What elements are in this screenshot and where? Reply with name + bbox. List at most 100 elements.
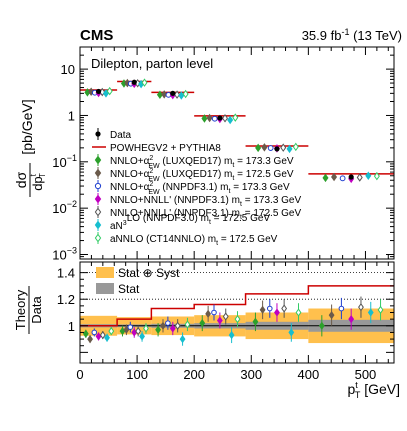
legend-theory-label: NNLO+α2 EW (NNPDF3.1) mt = 173.3 GeV (110, 181, 290, 196)
ratio-theory-marker (174, 321, 181, 330)
ratio-theory-marker (367, 308, 374, 317)
lumi-sup: -1 (341, 27, 349, 37)
legend-label-part: (LUXQED17) (160, 156, 222, 167)
theory-marker (365, 171, 372, 181)
ratio-theory-marker (266, 305, 273, 312)
tick-base: 10 (52, 155, 66, 170)
tick-base: 1 (68, 108, 75, 123)
ratio-theory-marker (104, 333, 110, 342)
theory-marker (206, 113, 213, 123)
ratio-theory-marker (199, 318, 206, 328)
ratio-theory-marker (155, 325, 162, 334)
legend-label-part: NNLO+α (110, 182, 150, 193)
ratio-theory-marker (143, 324, 149, 333)
legend-label-part: 2 (149, 181, 153, 188)
ratio-theory-marker (135, 326, 142, 336)
ratio-x-tick-label: 500 (355, 367, 377, 382)
theory-marker (356, 173, 363, 182)
ratio-theory-marker (123, 325, 130, 334)
theory-marker (261, 143, 268, 152)
data-point (170, 90, 176, 96)
tick-exponent: −3 (67, 246, 77, 256)
legend-label-part: 2 (149, 168, 153, 175)
legend-label-part: aNNLO (CT14NNLO) (110, 234, 205, 245)
ratio-theory-marker (127, 324, 134, 330)
ratio-theory-marker (338, 305, 345, 312)
theory-marker (174, 90, 181, 99)
legend-powheg-label: POWHEGV2 + PYTHIA8 (110, 143, 221, 154)
legend-label-part: NNLO+α (110, 169, 150, 180)
tick-base: 10 (61, 62, 75, 77)
ratio-theory-marker (160, 321, 166, 330)
y-label-den-sub: T (38, 173, 47, 178)
energy-label: (13 TeV) (353, 28, 402, 43)
legend-theory-marker (94, 182, 102, 190)
legend-label-part: m (229, 208, 240, 219)
theory-marker (331, 172, 338, 182)
ratio-theory-marker (252, 317, 259, 326)
legend-theory-label: NNLO+NNLL' (NNPDF3.1) mt = 172.5 GeV (110, 208, 301, 221)
panel-annotation: Dilepton, parton level (91, 56, 213, 71)
theory-marker (255, 143, 262, 153)
legend-label-part: t (216, 240, 218, 247)
ratio-x-tick-label: 0 (76, 367, 83, 382)
ratio-y-axis-label: Theory Data (13, 286, 44, 334)
ratio-theory-marker (184, 320, 191, 329)
ratio-theory-marker (348, 314, 355, 324)
legend-label-part: EW (148, 189, 160, 196)
legend-label-part: t (209, 219, 211, 226)
theory-marker (373, 171, 380, 181)
ratio-x-tick-label: 200 (183, 367, 205, 382)
ratio-panel: 1 1.2 1.4 0 100 200 300 400 500 Stat ⊕ Syst Sta… (57, 261, 395, 382)
ratio-label-numerator: Theory (13, 289, 28, 330)
ratio-theory-marker (358, 303, 364, 312)
theory-marker (201, 114, 208, 123)
legend-total-label: Stat ⊕ Syst (118, 266, 180, 280)
theory-marker (339, 175, 346, 182)
legend-label-part: t (240, 201, 242, 208)
x-label-sup: t (355, 380, 358, 390)
legend-label-part: 3 (123, 220, 127, 227)
x-label-unit: [GeV] (364, 381, 400, 397)
theory-marker (161, 90, 168, 99)
x-axis-label: pt T [GeV] (348, 380, 401, 400)
ratio-powheg-line (80, 285, 394, 327)
legend-label-part: = 172.5 GeV (218, 234, 278, 245)
legend-label-part: EW (148, 176, 160, 183)
theory-marker (286, 144, 293, 154)
ratio-label-denominator: Data (29, 296, 44, 324)
ratio-theory-marker (82, 329, 89, 338)
ratio-theory-marker (318, 321, 325, 330)
ratio-theory-marker (87, 334, 93, 344)
x-label-p: p (348, 381, 356, 397)
ratio-theory-marker (165, 320, 171, 326)
ratio-y-tick-label: 1.4 (57, 266, 75, 281)
tick-exponent: −1 (67, 153, 77, 163)
experiment-label: CMS (80, 27, 113, 44)
ratio-x-tick-label: 400 (298, 367, 320, 382)
legend-label-part: m (221, 169, 232, 180)
theory-marker (141, 78, 148, 87)
theory-marker (182, 89, 189, 99)
ratio-theory-marker (234, 314, 241, 324)
theory-marker (106, 86, 113, 96)
ratio-theory-marker (222, 312, 229, 321)
ratio-x-tick-label: 300 (240, 367, 262, 382)
legend-label-part: = 172.5 GeV (234, 169, 294, 180)
y-label-den-p: dp (30, 176, 45, 190)
ratio-theory-marker (377, 305, 384, 315)
theory-marker (211, 115, 218, 122)
legend-label-part: t (229, 188, 231, 195)
y-label-den-sup: t (29, 173, 38, 176)
legend-theory-marker (94, 233, 102, 243)
legend-theory-label: aNNLO (CT14NNLO) mt = 172.5 GeV (110, 234, 278, 247)
ratio-theory-marker (211, 309, 217, 316)
theory-marker (267, 145, 274, 151)
theory-marker (322, 173, 329, 183)
ratio-theory-marker (281, 304, 288, 313)
legend-label-part: (LUXQED17) (160, 169, 222, 180)
legend-theory-label: aN3LO (NNPDF3.0) mt = 172.5 GeV (110, 213, 270, 232)
legend-label-part: LO (NNPDF3.0) (127, 213, 198, 224)
ratio-theory-marker (288, 328, 295, 337)
